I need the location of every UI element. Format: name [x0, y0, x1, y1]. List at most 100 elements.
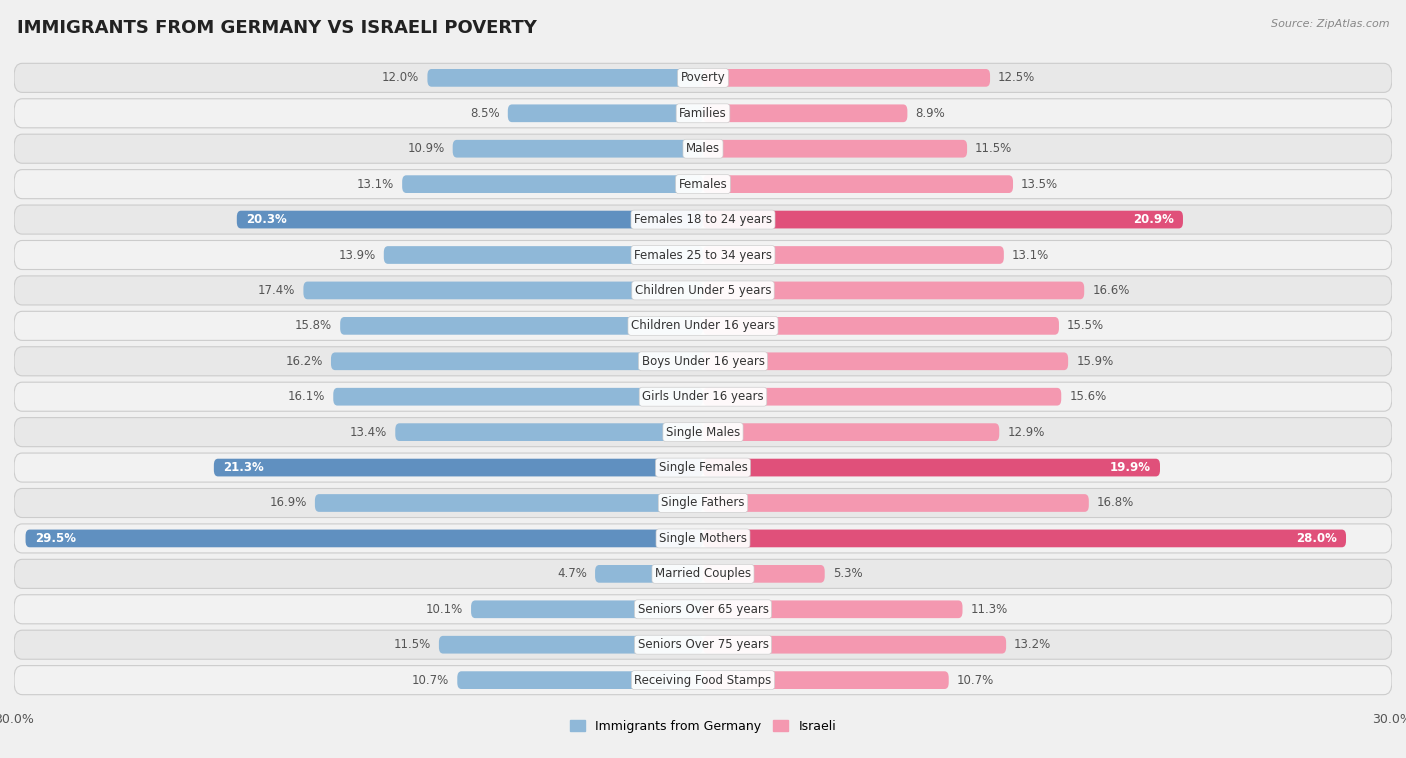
FancyBboxPatch shape	[14, 134, 1392, 163]
FancyBboxPatch shape	[14, 205, 1392, 234]
FancyBboxPatch shape	[14, 559, 1392, 588]
Text: Single Mothers: Single Mothers	[659, 532, 747, 545]
FancyBboxPatch shape	[703, 494, 1088, 512]
Text: Seniors Over 65 years: Seniors Over 65 years	[637, 603, 769, 615]
FancyBboxPatch shape	[333, 388, 703, 406]
FancyBboxPatch shape	[14, 276, 1392, 305]
Text: Children Under 16 years: Children Under 16 years	[631, 319, 775, 332]
FancyBboxPatch shape	[703, 423, 1000, 441]
FancyBboxPatch shape	[14, 346, 1392, 376]
FancyBboxPatch shape	[14, 488, 1392, 518]
Text: IMMIGRANTS FROM GERMANY VS ISRAELI POVERTY: IMMIGRANTS FROM GERMANY VS ISRAELI POVER…	[17, 19, 537, 37]
FancyBboxPatch shape	[340, 317, 703, 335]
FancyBboxPatch shape	[703, 565, 825, 583]
FancyBboxPatch shape	[14, 524, 1392, 553]
Text: 11.3%: 11.3%	[970, 603, 1008, 615]
Text: Girls Under 16 years: Girls Under 16 years	[643, 390, 763, 403]
FancyBboxPatch shape	[304, 281, 703, 299]
Text: 10.7%: 10.7%	[956, 674, 994, 687]
FancyBboxPatch shape	[439, 636, 703, 653]
FancyBboxPatch shape	[703, 636, 1007, 653]
FancyBboxPatch shape	[14, 170, 1392, 199]
FancyBboxPatch shape	[703, 530, 1346, 547]
FancyBboxPatch shape	[14, 666, 1392, 694]
FancyBboxPatch shape	[703, 600, 963, 618]
Text: Boys Under 16 years: Boys Under 16 years	[641, 355, 765, 368]
Text: 13.2%: 13.2%	[1014, 638, 1052, 651]
FancyBboxPatch shape	[703, 105, 907, 122]
Text: Single Fathers: Single Fathers	[661, 496, 745, 509]
Text: 8.5%: 8.5%	[470, 107, 499, 120]
Text: Single Males: Single Males	[666, 426, 740, 439]
Text: 15.8%: 15.8%	[295, 319, 332, 332]
FancyBboxPatch shape	[703, 459, 1160, 477]
FancyBboxPatch shape	[25, 530, 703, 547]
FancyBboxPatch shape	[703, 317, 1059, 335]
Text: 12.5%: 12.5%	[998, 71, 1035, 84]
FancyBboxPatch shape	[703, 69, 990, 86]
Text: 10.7%: 10.7%	[412, 674, 450, 687]
FancyBboxPatch shape	[402, 175, 703, 193]
Text: 4.7%: 4.7%	[557, 567, 588, 581]
Text: Poverty: Poverty	[681, 71, 725, 84]
Text: 16.2%: 16.2%	[285, 355, 323, 368]
FancyBboxPatch shape	[703, 175, 1012, 193]
FancyBboxPatch shape	[703, 140, 967, 158]
Text: 11.5%: 11.5%	[976, 143, 1012, 155]
Text: 12.0%: 12.0%	[382, 71, 419, 84]
FancyBboxPatch shape	[14, 99, 1392, 128]
FancyBboxPatch shape	[14, 312, 1392, 340]
FancyBboxPatch shape	[14, 382, 1392, 412]
Text: 16.1%: 16.1%	[288, 390, 325, 403]
Text: 16.9%: 16.9%	[270, 496, 307, 509]
Text: Females 25 to 34 years: Females 25 to 34 years	[634, 249, 772, 262]
FancyBboxPatch shape	[14, 630, 1392, 659]
Text: 21.3%: 21.3%	[224, 461, 264, 474]
Text: 8.9%: 8.9%	[915, 107, 945, 120]
Text: 15.9%: 15.9%	[1076, 355, 1114, 368]
Text: 11.5%: 11.5%	[394, 638, 430, 651]
FancyBboxPatch shape	[427, 69, 703, 86]
Text: 13.5%: 13.5%	[1021, 177, 1059, 191]
Text: 20.3%: 20.3%	[246, 213, 287, 226]
FancyBboxPatch shape	[395, 423, 703, 441]
FancyBboxPatch shape	[703, 388, 1062, 406]
Text: 13.1%: 13.1%	[357, 177, 394, 191]
Text: 12.9%: 12.9%	[1007, 426, 1045, 439]
Text: 16.6%: 16.6%	[1092, 284, 1129, 297]
Text: Receiving Food Stamps: Receiving Food Stamps	[634, 674, 772, 687]
FancyBboxPatch shape	[703, 352, 1069, 370]
Text: 10.1%: 10.1%	[426, 603, 463, 615]
Text: Single Females: Single Females	[658, 461, 748, 474]
FancyBboxPatch shape	[703, 672, 949, 689]
FancyBboxPatch shape	[14, 595, 1392, 624]
Text: Source: ZipAtlas.com: Source: ZipAtlas.com	[1271, 19, 1389, 29]
FancyBboxPatch shape	[457, 672, 703, 689]
FancyBboxPatch shape	[471, 600, 703, 618]
Text: 13.4%: 13.4%	[350, 426, 387, 439]
Text: Seniors Over 75 years: Seniors Over 75 years	[637, 638, 769, 651]
FancyBboxPatch shape	[14, 240, 1392, 270]
FancyBboxPatch shape	[453, 140, 703, 158]
FancyBboxPatch shape	[236, 211, 703, 228]
Text: Families: Families	[679, 107, 727, 120]
FancyBboxPatch shape	[703, 246, 1004, 264]
FancyBboxPatch shape	[384, 246, 703, 264]
Text: Males: Males	[686, 143, 720, 155]
FancyBboxPatch shape	[595, 565, 703, 583]
Text: 10.9%: 10.9%	[408, 143, 444, 155]
FancyBboxPatch shape	[508, 105, 703, 122]
Text: 15.6%: 15.6%	[1070, 390, 1107, 403]
Text: Children Under 5 years: Children Under 5 years	[634, 284, 772, 297]
Text: 17.4%: 17.4%	[259, 284, 295, 297]
Text: 20.9%: 20.9%	[1133, 213, 1174, 226]
FancyBboxPatch shape	[703, 211, 1182, 228]
FancyBboxPatch shape	[14, 418, 1392, 446]
Text: 15.5%: 15.5%	[1067, 319, 1104, 332]
FancyBboxPatch shape	[214, 459, 703, 477]
FancyBboxPatch shape	[315, 494, 703, 512]
Text: 29.5%: 29.5%	[35, 532, 76, 545]
Text: 16.8%: 16.8%	[1097, 496, 1135, 509]
Text: Females 18 to 24 years: Females 18 to 24 years	[634, 213, 772, 226]
Legend: Immigrants from Germany, Israeli: Immigrants from Germany, Israeli	[565, 715, 841, 738]
